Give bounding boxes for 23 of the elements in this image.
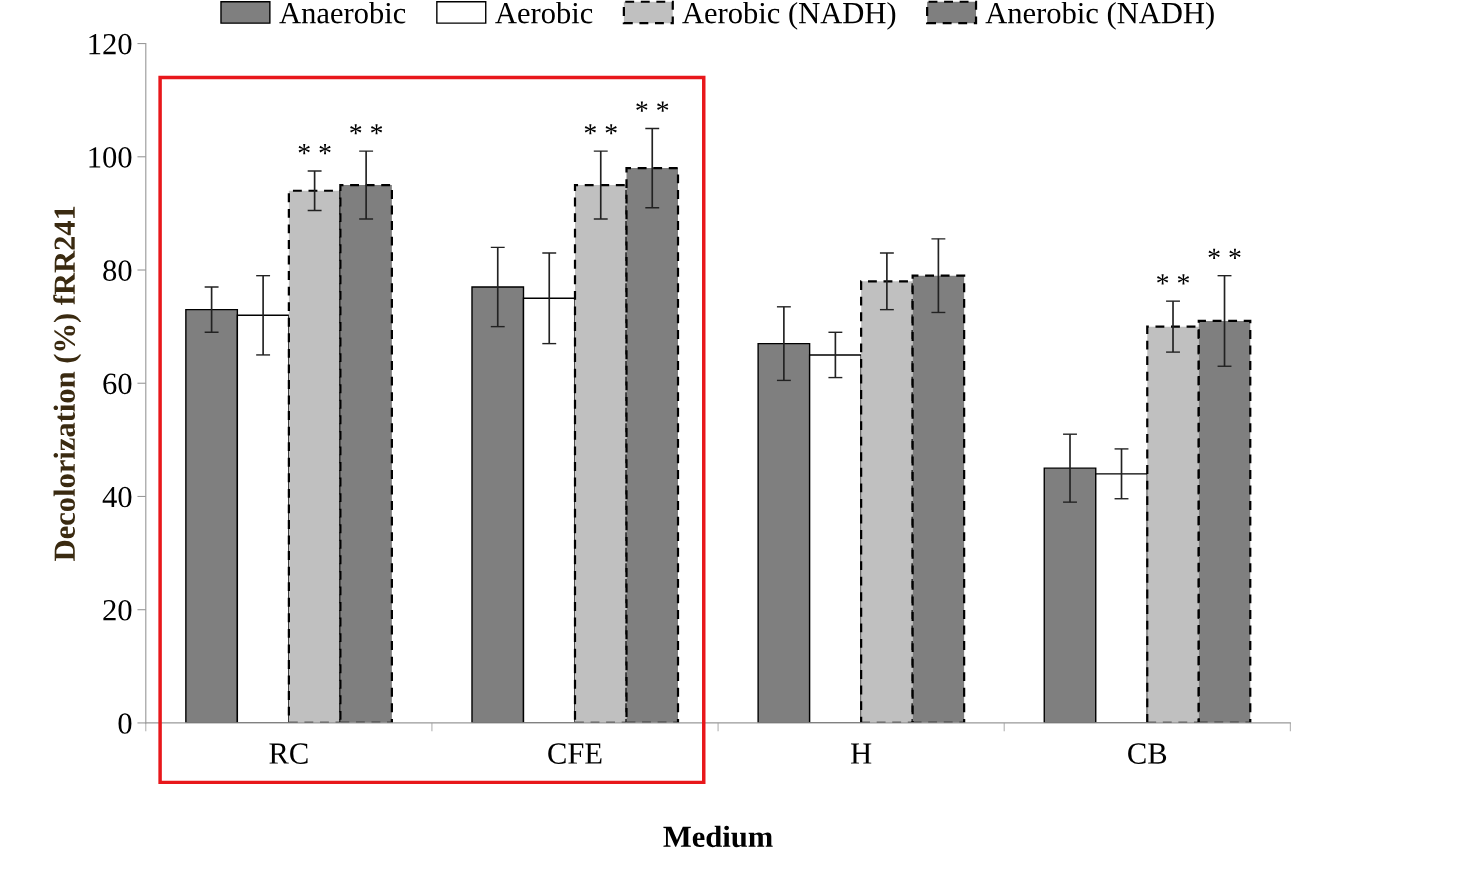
- y-tick-label: 20: [103, 599, 132, 621]
- x-axis-title: Medium: [663, 825, 773, 848]
- x-tick-label: CB: [1128, 743, 1167, 764]
- annotation: * *: [298, 144, 331, 155]
- legend-label: Anerobic (NADH): [985, 1, 1214, 30]
- y-tick-label: 80: [103, 260, 132, 281]
- x-tick-label: H: [850, 743, 872, 764]
- x-tick-label: CFE: [548, 743, 602, 764]
- legend-label: Anaerobic: [279, 1, 406, 24]
- y-tick-label: 40: [102, 486, 132, 508]
- legend-label: Aerobic: [495, 1, 593, 24]
- annotation: * *: [350, 124, 383, 135]
- annotation: * *: [1157, 274, 1190, 285]
- annotation: * *: [636, 101, 669, 112]
- y-tick-label: 100: [89, 147, 132, 168]
- y-tick-label: 60: [103, 373, 132, 395]
- x-tick-label: RC: [269, 743, 308, 764]
- y-axis-title: Decolorization (%) fRR241: [53, 206, 82, 561]
- legend-label: Aerobic (NADH): [682, 1, 896, 30]
- annotation: * *: [1208, 248, 1241, 259]
- y-tick-label: 120: [89, 33, 132, 55]
- y-tick-label: 0: [118, 713, 132, 734]
- annotation: * *: [584, 124, 617, 135]
